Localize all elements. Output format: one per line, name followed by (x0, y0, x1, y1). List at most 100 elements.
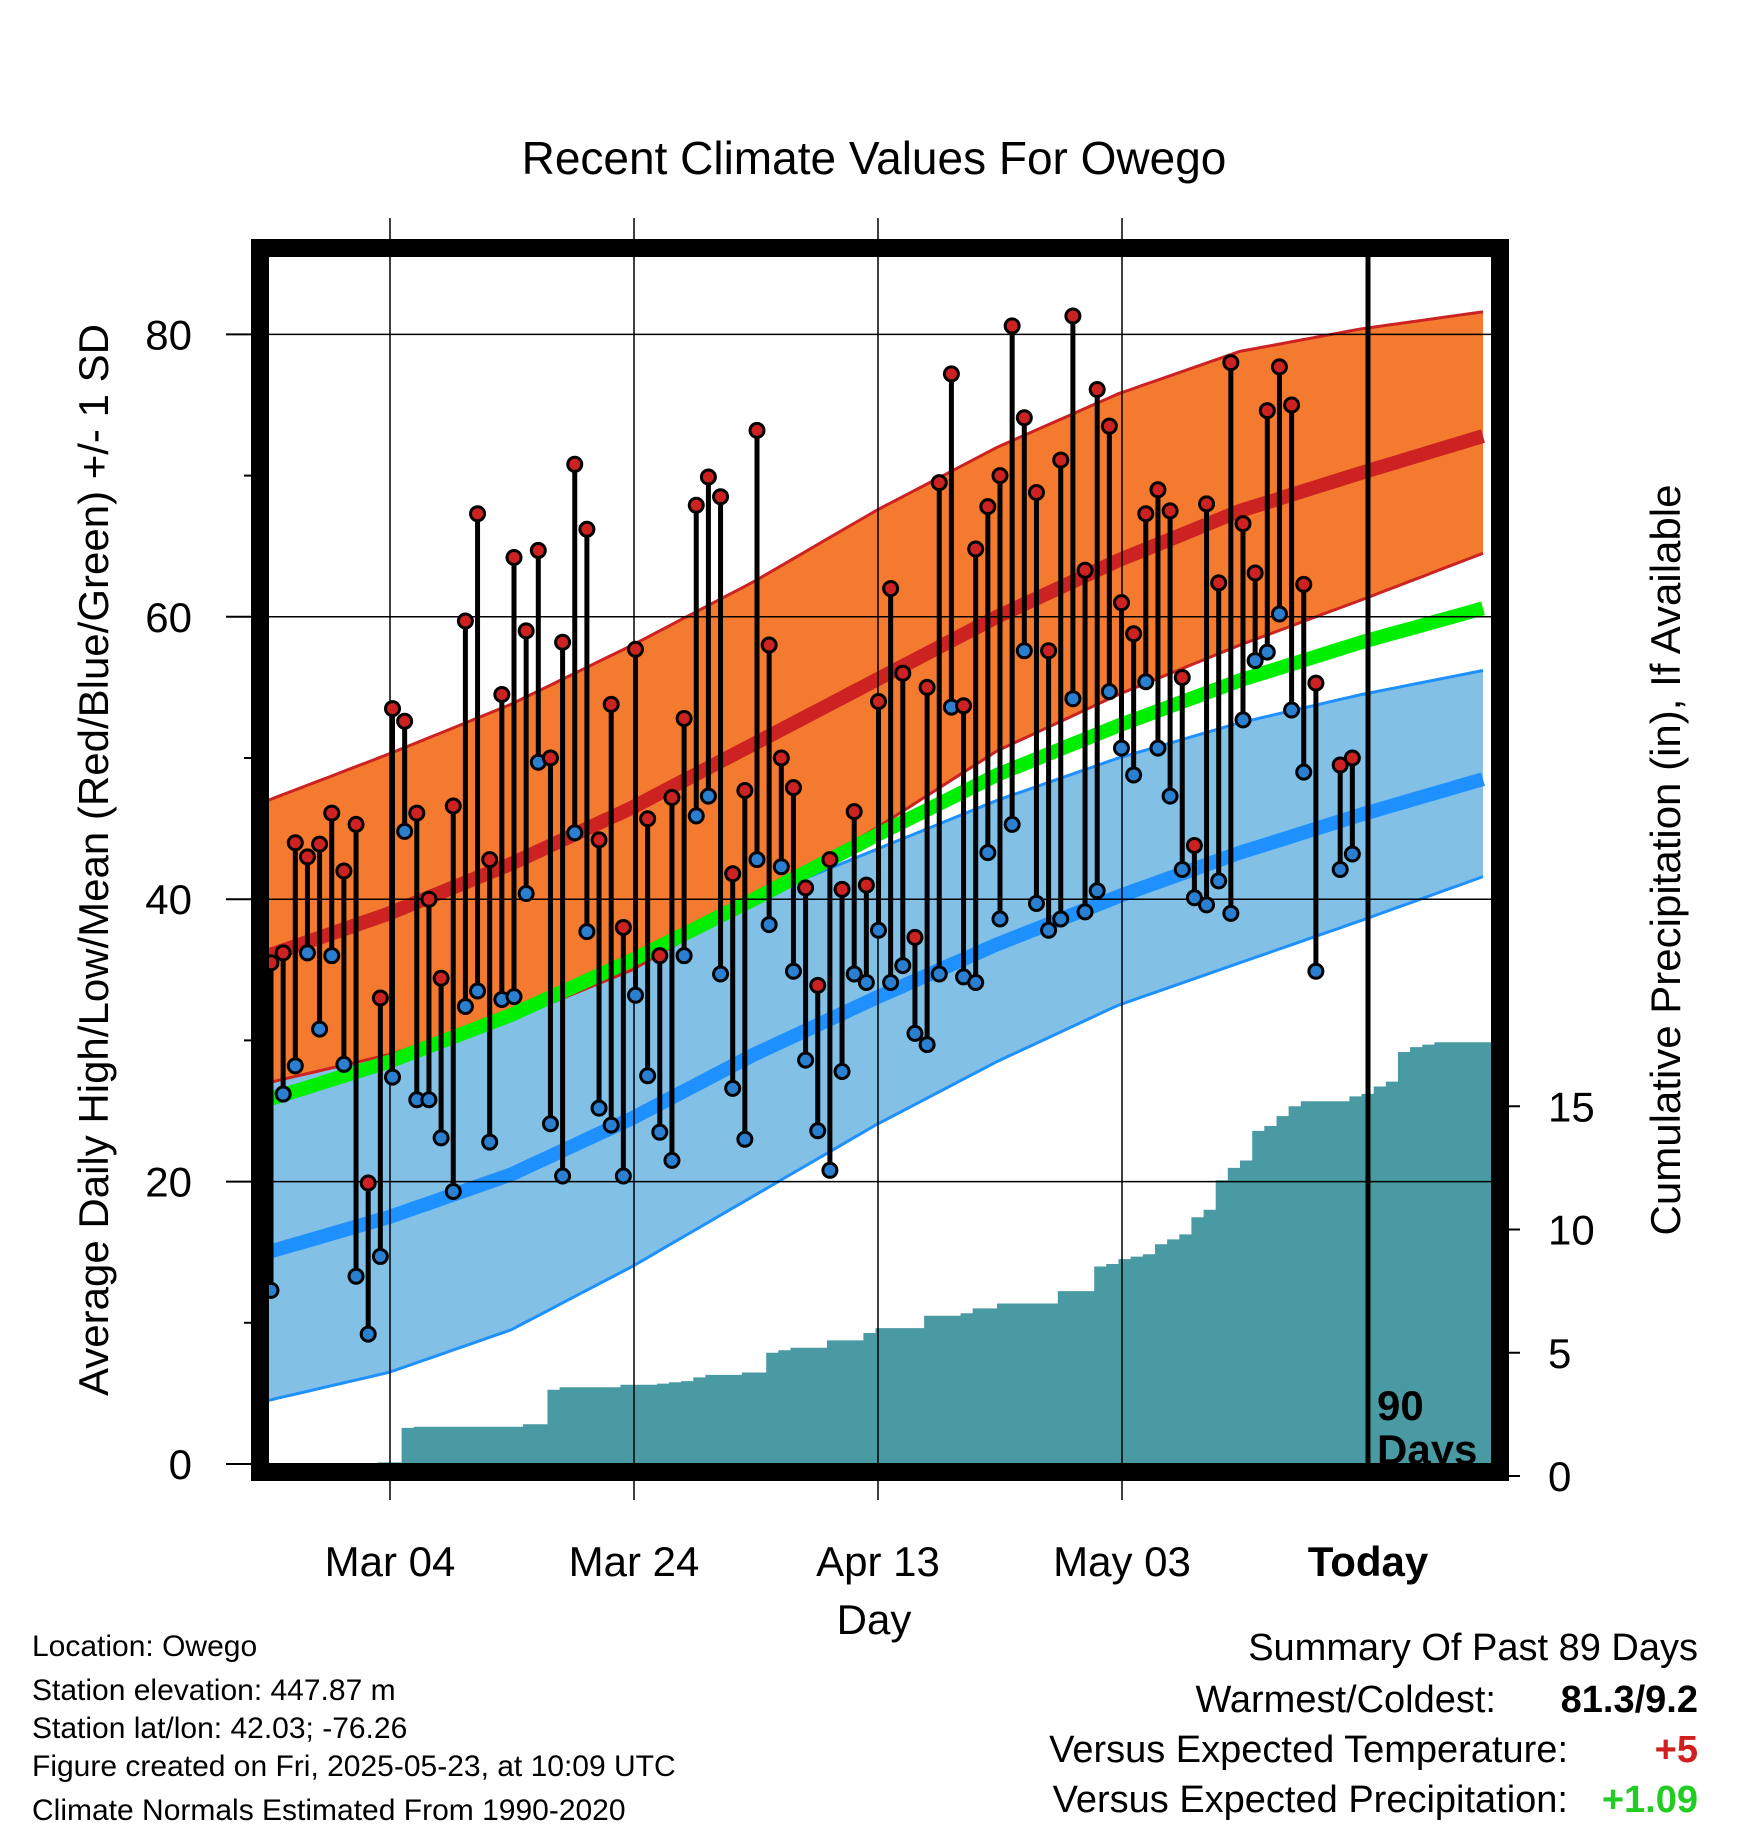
daily-low-point (675, 947, 693, 965)
daily-high-point (541, 749, 559, 767)
temp-vs-expected-label: Versus Expected Temperature: (1049, 1729, 1568, 1771)
daily-low-point (979, 844, 997, 862)
daily-low-point (845, 965, 863, 983)
normal-low-line (268, 772, 1485, 1259)
daily-low-point (821, 1161, 839, 1179)
normals-text: Climate Normals Estimated From 1990-2020 (32, 1794, 626, 1827)
daily-low-point (481, 1133, 499, 1151)
daily-low-point (870, 921, 887, 939)
daily-high-point (554, 633, 572, 651)
daily-high-point (687, 496, 705, 514)
daily-high-point (736, 781, 754, 799)
daily-high-point (1246, 564, 1264, 582)
daily-high-point (359, 1174, 377, 1192)
daily-high-point (1161, 502, 1179, 520)
daily-high-point (493, 685, 511, 703)
daily-high-point (420, 890, 438, 908)
daily-low-point (1246, 652, 1264, 670)
daily-low-point (1343, 845, 1361, 863)
y2-tick-label: 15 (1548, 1083, 1595, 1130)
daily-high-point (1210, 574, 1228, 592)
daily-high-point (784, 779, 802, 797)
daily-low-point (602, 1116, 620, 1134)
daily-low-point (797, 1051, 815, 1069)
chart-title: Recent Climate Values For Owego (522, 132, 1227, 184)
y-tick-label: 80 (145, 311, 192, 358)
daily-high-point (1173, 669, 1191, 687)
daily-low-point (1100, 683, 1118, 701)
daily-low-point (687, 807, 705, 825)
low-lower-edge (268, 875, 1484, 1402)
x-axis-label: Day (837, 1596, 912, 1643)
daily-high-point (979, 498, 997, 516)
daily-high-point (566, 455, 584, 473)
daily-high-point (432, 969, 450, 987)
x-tick-label: Today (1308, 1538, 1429, 1585)
daily-low-point (396, 822, 414, 840)
daily-high-point (821, 851, 839, 869)
daily-high-point (809, 976, 827, 994)
daily-high-point (1283, 396, 1301, 414)
daily-low-point (882, 974, 900, 992)
daily-high-point (955, 697, 973, 715)
daily-high-point (906, 928, 924, 946)
daily-low-point (712, 965, 730, 983)
x-tick-label: Mar 04 (325, 1538, 456, 1585)
daily-high-point (1331, 756, 1349, 774)
precip-area (377, 1042, 1492, 1464)
daily-low-point (298, 944, 316, 962)
daily-high-point (942, 365, 960, 383)
daily-low-point (809, 1122, 827, 1140)
daily-high-point (347, 815, 365, 833)
precip-vs-expected-label: Versus Expected Precipitation: (1053, 1779, 1568, 1821)
daily-high-point (1137, 505, 1155, 523)
daily-high-point (760, 636, 778, 654)
daily-low-point (894, 957, 912, 975)
warm-cold-value: 81.3/9.2 (1561, 1679, 1698, 1721)
daily-high-point (481, 851, 499, 869)
daily-low-point (359, 1325, 377, 1343)
daily-high-point (371, 989, 389, 1007)
y-axis-label: Average Daily High/Low/Mean (Red/Blue/Gr… (70, 324, 117, 1396)
daily-high-point (1003, 317, 1021, 335)
daily-high-point (797, 879, 815, 897)
location-text: Location: Owego (32, 1630, 257, 1663)
daily-high-point (748, 421, 766, 439)
y2-tick-label: 10 (1548, 1207, 1595, 1254)
precip-vs-expected-value: +1.09 (1602, 1779, 1698, 1821)
daily-high-point (384, 700, 401, 718)
daily-low-point (1113, 739, 1130, 757)
daily-high-point (444, 797, 462, 815)
daily-high-point (1258, 402, 1276, 420)
daily-low-point (1258, 643, 1276, 661)
daily-low-point (456, 998, 474, 1016)
daily-high-point (833, 880, 851, 898)
daily-high-point (1076, 561, 1094, 579)
daily-high-point (311, 835, 329, 853)
daily-low-point (1027, 894, 1045, 912)
daily-high-point (712, 488, 730, 506)
daily-low-point (590, 1099, 608, 1117)
daily-low-point (1185, 889, 1203, 907)
daily-high-point (627, 640, 644, 658)
daily-high-point (274, 944, 292, 962)
x-tick-label: Apr 13 (816, 1538, 940, 1585)
temp-vs-expected-value: +5 (1655, 1729, 1698, 1771)
daily-low-point (833, 1062, 851, 1080)
daily-high-point (1198, 495, 1216, 513)
daily-low-point (566, 824, 584, 842)
daily-low-point (323, 947, 341, 965)
daily-low-point (1137, 673, 1155, 691)
daily-low-point (857, 974, 875, 992)
daily-low-point (444, 1182, 462, 1200)
daily-low-point (1283, 701, 1301, 719)
daily-low-point (286, 1057, 304, 1075)
daily-high-point (930, 474, 948, 492)
x-tick-label: Mar 24 (569, 1538, 700, 1585)
daily-high-point (724, 865, 742, 883)
daily-low-point (784, 962, 802, 980)
daily-high-point (699, 468, 717, 486)
daily-high-point (651, 947, 669, 965)
daily-high-point (1343, 749, 1361, 767)
daily-low-point (1161, 787, 1179, 805)
